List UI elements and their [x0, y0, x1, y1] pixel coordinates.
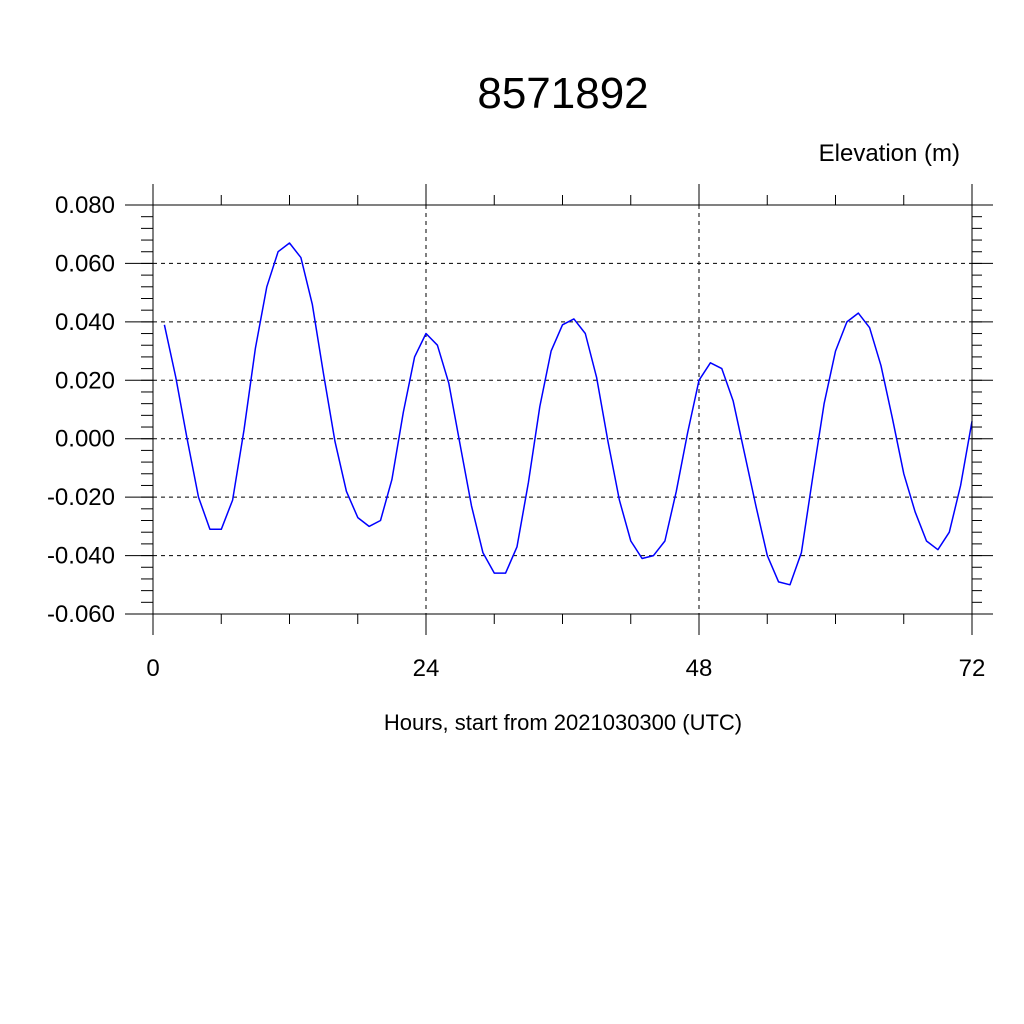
x-tick-label: 48	[686, 655, 713, 682]
x-axis-label: Hours, start from 2021030300 (UTC)	[384, 710, 742, 735]
x-tick-label: 72	[959, 655, 986, 682]
y-tick-label: -0.060	[47, 601, 115, 628]
chart-title: 8571892	[477, 69, 648, 118]
y-tick-label: 0.060	[55, 250, 115, 277]
grid-lines	[153, 204, 972, 615]
tick-labels: 0.080 0.060 0.040 0.020 0.000 -0.020 -0.040 -0.…	[47, 192, 985, 682]
y-axis-label: Elevation (m)	[819, 140, 960, 167]
plot-frame	[152, 204, 973, 615]
y-tick-label: 0.000	[55, 426, 115, 453]
x-tick-label: 24	[413, 655, 440, 682]
y-tick-label: 0.080	[55, 192, 115, 219]
x-tick-label: 0	[146, 655, 159, 682]
axis-ticks	[125, 184, 993, 635]
series-line-elevation	[163, 242, 973, 586]
series-layer	[163, 242, 973, 586]
y-tick-label: 0.040	[55, 309, 115, 336]
y-tick-label: -0.020	[47, 484, 115, 511]
y-tick-label: -0.040	[47, 543, 115, 570]
y-tick-label: 0.020	[55, 367, 115, 394]
